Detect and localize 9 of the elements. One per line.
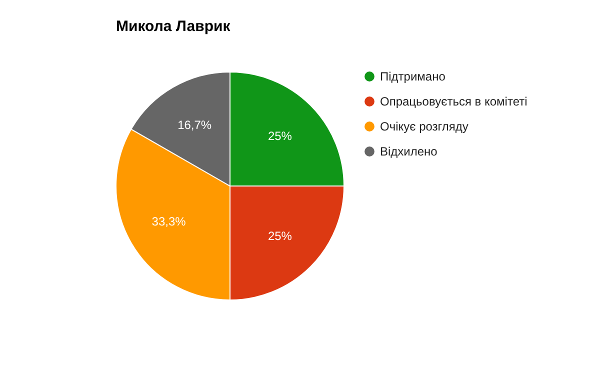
data-label: 16,7% [178,118,212,132]
data-label: 25% [268,129,292,144]
legend-label: Очікує розгляду [380,120,468,134]
chart-title: Микола Лаврик [116,18,231,35]
data-label: 25% [268,228,292,243]
legend-label: Відхилено [380,144,438,158]
legend-label: Опрацьовується в комітеті [380,94,528,108]
legend-label: Підтримано [380,70,446,84]
data-label: 33,3% [152,214,186,228]
